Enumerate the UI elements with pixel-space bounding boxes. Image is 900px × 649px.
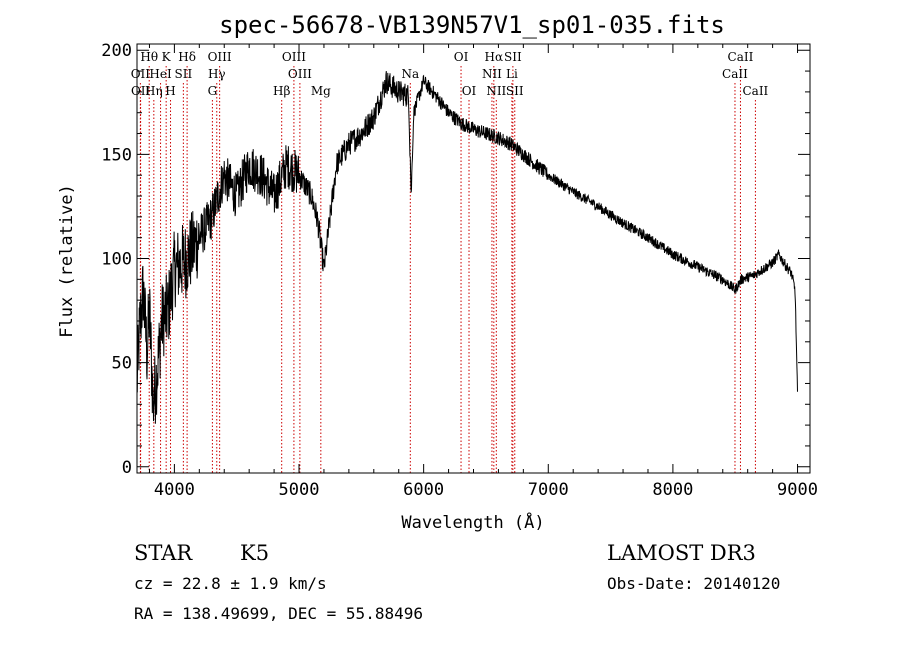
spectral-line-label: SII [506,84,524,98]
spectral-line-label: G [208,84,218,98]
spectral-line-label: SII [504,50,522,64]
obs-date: Obs-Date: 20140120 [607,574,780,593]
y-axis-label: Flux (relative) [57,184,77,338]
y-tick-label: 150 [101,145,132,165]
spectral-line-label: Hγ [208,67,226,81]
object-subclass: K5 [240,541,269,565]
spectral-line-label: CaII [722,67,748,81]
plot-frame [136,43,811,474]
spectral-line-label: OIII [208,50,232,64]
spectral-line-label: Hη [145,84,163,98]
spectral-line-label: CaII [728,50,754,64]
spectrum-series-line [136,71,798,424]
x-tick-label: 4000 [154,480,195,500]
spectral-line-label: NII [482,67,502,81]
y-tick-label: 100 [101,250,132,270]
spectral-line-label: Na [401,67,419,81]
survey-name: LAMOST DR3 [607,541,756,565]
spectral-line-label: H [165,84,175,98]
spectral-line-label: Hβ [273,84,290,98]
y-tick-label: 0 [122,458,132,478]
redshift-text: cz = 22.8 ± 1.9 km/s [134,574,327,593]
object-class: STAR [134,541,193,565]
x-axis-label: Wavelength (Å) [401,511,544,533]
spectral-line-label: HeI [149,67,172,81]
spectral-line-label: SII [175,67,193,81]
spectral-line-label: Li [506,67,518,81]
spectral-line-label: Mg [311,84,331,98]
spectral-line-label: OI [454,50,469,64]
spectral-line-label: OIII [288,67,312,81]
x-tick-label: 6000 [403,480,444,500]
spectral-line-markers [139,66,756,473]
spectral-line-label: OII [131,67,151,81]
spectral-line-label: Hθ [140,50,158,64]
spectral-line-label: OIII [282,50,306,64]
spectral-line-label: OI [462,84,477,98]
coordinates-text: RA = 138.49699, DEC = 55.88496 [134,604,423,623]
x-tick-label: 9000 [777,480,818,500]
spectral-line-label: Hδ [178,50,196,64]
spectral-line-label: NII [486,84,506,98]
spectral-line-label: Hα [485,50,504,64]
spectral-line-label: K [162,50,172,64]
chart-title: spec-56678-VB139N57V1_sp01-035.fits [219,11,725,39]
x-tick-label: 5000 [279,480,320,500]
spectral-line-label: OII [131,84,151,98]
y-tick-label: 50 [112,354,132,374]
x-tick-label: 7000 [528,480,569,500]
y-tick-label: 200 [101,41,132,61]
spectral-line-label: CaII [742,84,768,98]
x-tick-label: 8000 [652,480,693,500]
axis-ticks: 4000 5000 6000 7000 8000 9000 0 50 100 150 200 [101,41,818,500]
